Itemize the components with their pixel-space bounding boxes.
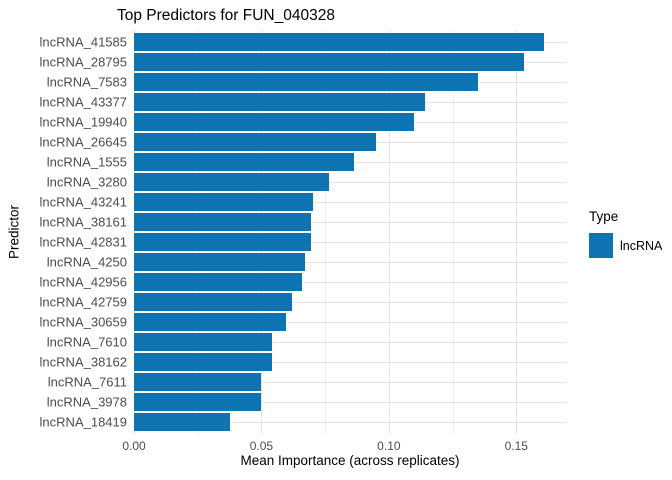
major-gridline (261, 30, 263, 434)
legend-entry-label: lncRNA (620, 238, 663, 253)
major-gridline (388, 30, 390, 434)
y-tick-label: lncRNA_41585 (39, 34, 127, 50)
bar (134, 333, 273, 351)
bar (134, 253, 306, 271)
minor-gridline (197, 30, 199, 434)
bar (134, 153, 354, 171)
category-gridline (134, 261, 566, 263)
bar (134, 133, 377, 151)
legend-entry: lncRNA (589, 233, 662, 258)
plot-panel (134, 30, 566, 434)
bar (134, 193, 313, 211)
legend-title: Type (589, 209, 619, 224)
legend-key-swatch (589, 233, 613, 258)
bar (134, 113, 415, 131)
y-tick-label: lncRNA_43377 (39, 94, 127, 110)
y-tick-label: lncRNA_4250 (46, 254, 127, 270)
category-gridline (134, 181, 566, 183)
y-tick-label: lncRNA_19940 (39, 114, 127, 130)
y-tick-label: lncRNA_26645 (39, 134, 127, 150)
y-tick-label: lncRNA_7583 (46, 74, 127, 90)
y-tick-label: lncRNA_1555 (46, 154, 127, 170)
bar (134, 213, 312, 231)
y-tick-label: lncRNA_42956 (39, 274, 127, 290)
x-tick-label: 0.00 (122, 439, 146, 453)
category-gridline (134, 201, 566, 203)
bar (134, 53, 524, 71)
y-tick-label: lncRNA_38161 (39, 214, 127, 230)
y-axis-title: Predictor (6, 204, 22, 260)
y-tick-label: lncRNA_42831 (39, 234, 127, 250)
y-tick-label: lncRNA_42759 (39, 294, 127, 310)
bar (134, 33, 545, 51)
legend: Type lncRNA (589, 209, 662, 258)
chart-title: Top Predictors for FUN_040328 (117, 7, 335, 24)
minor-gridline (452, 30, 454, 434)
bar (134, 413, 231, 431)
bar (134, 233, 311, 251)
y-tick-label: lncRNA_38162 (39, 354, 127, 370)
category-gridline (134, 281, 566, 283)
x-tick-label: 0.05 (249, 439, 274, 453)
minor-gridline (325, 30, 327, 434)
category-gridline (134, 321, 566, 323)
bar (134, 173, 330, 191)
y-tick-label: lncRNA_18419 (39, 414, 127, 430)
y-tick-label: lncRNA_28795 (39, 54, 127, 70)
y-tick-label: lncRNA_43241 (39, 194, 127, 210)
category-gridline (134, 361, 566, 363)
bar (134, 73, 479, 91)
bar (134, 353, 272, 371)
bar (134, 373, 262, 391)
major-gridline (134, 30, 135, 434)
y-tick-label: lncRNA_7611 (47, 374, 127, 390)
y-tick-label: lncRNA_7610 (46, 334, 127, 350)
bar (134, 313, 286, 331)
category-gridline (134, 421, 566, 423)
bar (134, 93, 425, 111)
major-gridline (516, 30, 518, 434)
category-gridline (134, 381, 566, 383)
x-axis-title: Mean Importance (across replicates) (240, 453, 460, 468)
category-gridline (134, 341, 566, 343)
y-tick-label: lncRNA_30659 (39, 314, 127, 330)
y-tick-label: lncRNA_3280 (46, 174, 127, 190)
bar (134, 293, 292, 311)
bar (134, 273, 302, 291)
bar (134, 393, 262, 411)
x-tick-label: 0.10 (377, 439, 401, 453)
category-gridline (134, 301, 566, 303)
category-gridline (134, 221, 566, 223)
category-gridline (134, 241, 566, 243)
category-gridline (134, 401, 566, 403)
y-tick-label: lncRNA_3978 (46, 394, 127, 410)
x-tick-label: 0.15 (504, 439, 528, 453)
